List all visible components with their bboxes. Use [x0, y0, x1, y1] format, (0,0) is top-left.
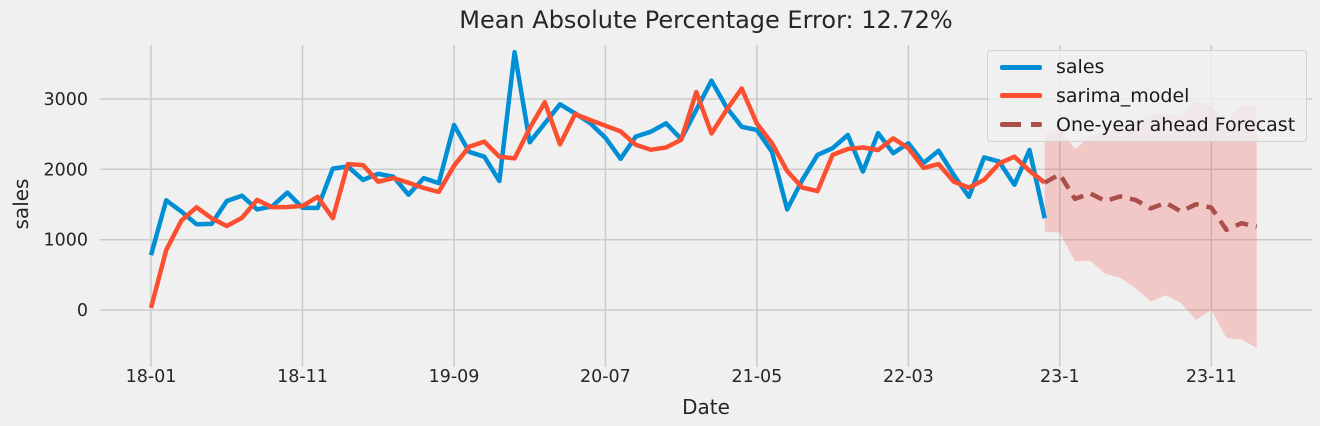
forecast-dashed-line [1043, 172, 1258, 233]
x-tick-label: 20-07 [580, 367, 631, 387]
confidence-interval-band [1044, 100, 1257, 348]
x-tick-label: 18-11 [277, 367, 328, 387]
y-tick-label: 3000 [43, 90, 88, 110]
x-tick-label: 22-03 [883, 367, 934, 387]
sarima-model-line [148, 86, 1047, 309]
y-tick-label: 1000 [43, 231, 88, 251]
sales-line-swatch [1000, 64, 1042, 70]
sarima-line-swatch [1000, 93, 1042, 99]
legend-label-sarima-model: sarima_model [1056, 84, 1190, 107]
legend-item-sales: sales [1000, 53, 1306, 81]
x-tick-label: 18-01 [126, 367, 177, 387]
x-axis-label: Date [682, 395, 730, 419]
legend-label-forecast: One-year ahead Forecast [1056, 113, 1296, 136]
forecast-dashed-line-swatch [1000, 122, 1042, 128]
y-axis-label: sales [9, 178, 33, 230]
x-tick-label: 23-11 [1186, 367, 1237, 387]
y-tick-label: 0 [77, 301, 88, 321]
x-tick-label: 21-05 [731, 367, 782, 387]
legend: sales sarima_model One-year ahead Foreca… [987, 50, 1307, 142]
legend-label-sales: sales [1056, 56, 1105, 79]
legend-item-sarima-model: sarima_model [1000, 82, 1306, 110]
x-tick-label: 19-09 [429, 367, 480, 387]
y-tick-label: 2000 [43, 160, 88, 180]
x-tick-label: 23-1 [1040, 367, 1080, 387]
legend-item-forecast: One-year ahead Forecast [1000, 111, 1306, 139]
chart-title: Mean Absolute Percentage Error: 12.72% [459, 6, 953, 34]
